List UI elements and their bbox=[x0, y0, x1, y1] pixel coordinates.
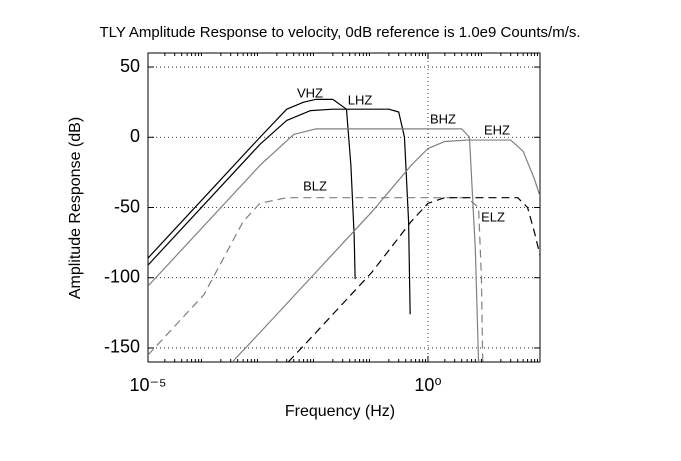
series-label: BLZ bbox=[303, 178, 327, 193]
x-tick-label: 10⁻⁵ bbox=[130, 375, 167, 395]
y-tick-label: -150 bbox=[104, 337, 140, 357]
series-line bbox=[148, 98, 356, 280]
series-line bbox=[287, 197, 540, 362]
series-line bbox=[148, 197, 484, 362]
y-tick-label: -50 bbox=[114, 196, 140, 216]
y-tick-label: -100 bbox=[104, 266, 140, 286]
series-line bbox=[231, 139, 540, 362]
plot-frame bbox=[147, 52, 541, 363]
series-label: ELZ bbox=[481, 209, 505, 224]
y-tick-label: 0 bbox=[130, 126, 140, 146]
series-label: LHZ bbox=[348, 92, 373, 107]
series-label: BHZ bbox=[430, 111, 456, 126]
x-axis-label: Frequency (Hz) bbox=[285, 403, 395, 420]
y-tick-label: 50 bbox=[120, 56, 140, 76]
series-line bbox=[148, 128, 480, 362]
series-label: EHZ bbox=[484, 122, 510, 137]
y-axis-label: Amplitude Response (dB) bbox=[67, 117, 84, 299]
series-line bbox=[148, 108, 411, 315]
chart-title: TLY Amplitude Response to velocity, 0dB … bbox=[99, 24, 580, 41]
x-tick-label: 10⁰ bbox=[414, 375, 441, 395]
series-label: VHZ bbox=[297, 85, 323, 100]
